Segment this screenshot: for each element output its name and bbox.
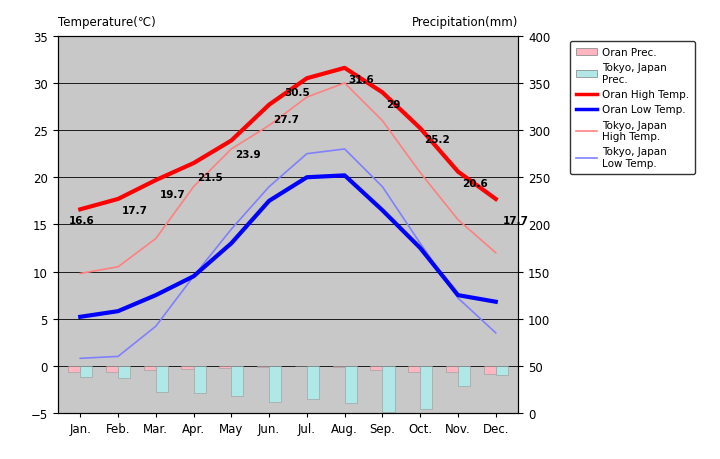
Bar [231, 366, 243, 396]
Bar [333, 366, 345, 367]
Text: 20.6: 20.6 [462, 179, 487, 188]
Text: 29: 29 [386, 99, 400, 109]
Bar [118, 366, 130, 378]
Bar [194, 366, 206, 393]
Bar [181, 366, 194, 369]
Bar [307, 366, 319, 399]
Legend: Oran Prec., Tokyo, Japan
Prec., Oran High Temp., Oran Low Temp., Tokyo, Japan
Hi: Oran Prec., Tokyo, Japan Prec., Oran Hig… [570, 42, 696, 175]
Bar [106, 366, 118, 372]
Bar [68, 366, 80, 372]
Bar [382, 366, 395, 412]
Bar [420, 366, 432, 409]
Bar [446, 366, 458, 373]
Bar [370, 366, 382, 370]
Bar [220, 366, 231, 368]
Bar [257, 366, 269, 367]
Bar [496, 366, 508, 375]
Text: Temperature(℃): Temperature(℃) [58, 16, 156, 29]
Bar [345, 366, 356, 403]
Bar [80, 366, 92, 377]
Bar [144, 366, 156, 370]
Text: 31.6: 31.6 [348, 75, 374, 85]
Text: 27.7: 27.7 [273, 114, 299, 124]
Text: 17.7: 17.7 [503, 215, 529, 225]
Bar [484, 366, 496, 374]
Text: 16.6: 16.6 [69, 216, 95, 226]
Text: 30.5: 30.5 [284, 88, 310, 98]
Text: 17.7: 17.7 [122, 206, 148, 216]
Bar [458, 366, 470, 386]
Bar [408, 366, 420, 372]
Text: 21.5: 21.5 [197, 173, 223, 183]
Text: 25.2: 25.2 [424, 135, 450, 145]
Bar [269, 366, 282, 402]
Text: 23.9: 23.9 [235, 150, 261, 160]
Text: 19.7: 19.7 [160, 190, 185, 200]
Text: Precipitation(mm): Precipitation(mm) [412, 16, 518, 29]
Bar [156, 366, 168, 392]
